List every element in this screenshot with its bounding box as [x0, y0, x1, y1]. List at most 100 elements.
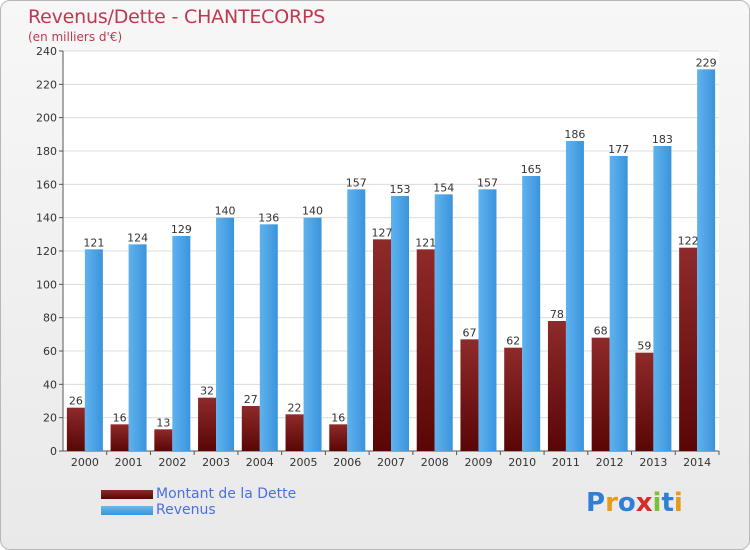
- data-label-debt: 122: [678, 235, 699, 248]
- x-tick-label: 2007: [377, 456, 405, 469]
- y-tick-label: 80: [43, 312, 57, 325]
- bar-revenue: [303, 217, 322, 451]
- data-label-debt: 68: [594, 325, 608, 338]
- x-tick-label: 2005: [290, 456, 318, 469]
- data-label-revenue: 153: [390, 183, 411, 196]
- bar-debt: [66, 407, 85, 451]
- bar-revenue: [172, 236, 191, 451]
- data-label-revenue: 136: [258, 211, 279, 224]
- x-tick-label: 2004: [246, 456, 274, 469]
- data-label-debt: 67: [462, 326, 476, 339]
- bar-revenue: [347, 189, 366, 452]
- data-label-revenue: 157: [346, 176, 367, 189]
- x-tick-label: 2012: [596, 456, 624, 469]
- logo-letter: t: [661, 488, 674, 518]
- data-label-revenue: 121: [83, 236, 104, 249]
- y-tick-label: 180: [36, 145, 57, 158]
- bar-revenue: [434, 194, 453, 452]
- x-tick-label: 2003: [202, 456, 230, 469]
- bar-debt: [329, 424, 348, 451]
- data-label-debt: 127: [372, 226, 393, 239]
- bar-debt: [241, 406, 260, 451]
- data-label-revenue: 129: [171, 223, 192, 236]
- x-tick-label: 2014: [683, 456, 711, 469]
- x-tick-label: 2008: [421, 456, 449, 469]
- y-tick-label: 240: [36, 45, 57, 58]
- bar-debt: [460, 339, 479, 451]
- logo-letter: P: [586, 488, 606, 518]
- x-tick-label: 2002: [158, 456, 186, 469]
- x-tick-label: 2006: [333, 456, 361, 469]
- y-tick-label: 120: [36, 245, 57, 258]
- data-label-debt: 78: [550, 308, 564, 321]
- y-tick-label: 220: [36, 78, 57, 91]
- data-label-debt: 32: [200, 385, 214, 398]
- bar-revenue: [697, 69, 716, 451]
- data-label-revenue: 229: [696, 56, 717, 69]
- legend-label-revenue: Revenus: [156, 502, 216, 518]
- chart-subtitle: (en milliers d'€): [28, 30, 123, 44]
- data-label-debt: 59: [637, 340, 651, 353]
- data-label-revenue: 140: [215, 205, 236, 218]
- data-label-revenue: 157: [477, 176, 498, 189]
- data-label-debt: 26: [69, 395, 83, 408]
- data-label-debt: 13: [156, 416, 170, 429]
- data-label-revenue: 124: [127, 231, 148, 244]
- bar-debt: [591, 337, 610, 451]
- legend-swatch-debt: [101, 490, 153, 499]
- y-tick-label: 200: [36, 112, 57, 125]
- y-tick-label: 40: [43, 378, 57, 391]
- y-tick-label: 20: [43, 412, 57, 425]
- x-tick-label: 2011: [552, 456, 580, 469]
- bar-revenue: [128, 244, 147, 451]
- bar-debt: [198, 397, 217, 451]
- data-label-revenue: 140: [302, 205, 323, 218]
- x-tick-label: 2010: [508, 456, 536, 469]
- logo-letter: i: [673, 488, 683, 518]
- y-tick-label: 160: [36, 178, 57, 191]
- data-label-revenue: 183: [652, 133, 673, 146]
- bar-revenue: [391, 196, 409, 451]
- bar-debt: [547, 321, 566, 451]
- chart-title: Revenus/Dette - CHANTECORPS: [28, 6, 326, 28]
- bar-debt: [679, 247, 698, 451]
- data-label-debt: 16: [113, 411, 127, 424]
- data-label-revenue: 177: [608, 143, 629, 156]
- bar-revenue: [565, 141, 584, 451]
- logo-letter: i: [652, 488, 662, 518]
- logo-letter: o: [617, 488, 636, 518]
- x-tick-label: 2000: [71, 456, 99, 469]
- bar-revenue: [609, 156, 628, 451]
- proxiti-logo: Proxiti: [586, 488, 683, 518]
- bar-revenue: [522, 176, 541, 451]
- logo-letter: r: [605, 488, 618, 518]
- data-label-debt: 27: [244, 393, 258, 406]
- bar-debt: [154, 429, 173, 451]
- data-label-revenue: 165: [521, 163, 542, 176]
- logo-letter: x: [635, 488, 653, 518]
- bar-debt: [635, 352, 654, 451]
- legend-swatch-revenue: [101, 506, 153, 515]
- legend-label-debt: Montant de la Dette: [156, 486, 297, 502]
- bar-revenue: [478, 189, 497, 452]
- x-tick-label: 2009: [464, 456, 492, 469]
- x-tick-label: 2013: [639, 456, 667, 469]
- bar-debt: [504, 347, 523, 451]
- bar-debt: [285, 414, 304, 451]
- y-tick-label: 60: [43, 345, 57, 358]
- data-label-debt: 62: [506, 335, 520, 348]
- bar-revenue: [216, 217, 235, 451]
- data-label-revenue: 186: [564, 128, 585, 141]
- bar-debt: [373, 239, 391, 451]
- bar-revenue: [84, 249, 103, 451]
- data-label-debt: 121: [415, 236, 436, 249]
- data-label-debt: 22: [288, 401, 302, 414]
- y-tick-label: 140: [36, 212, 57, 225]
- data-label-debt: 16: [331, 411, 345, 424]
- x-tick-label: 2001: [115, 456, 143, 469]
- bar-debt: [110, 424, 129, 451]
- data-label-revenue: 154: [433, 181, 454, 194]
- bar-revenue: [259, 224, 278, 451]
